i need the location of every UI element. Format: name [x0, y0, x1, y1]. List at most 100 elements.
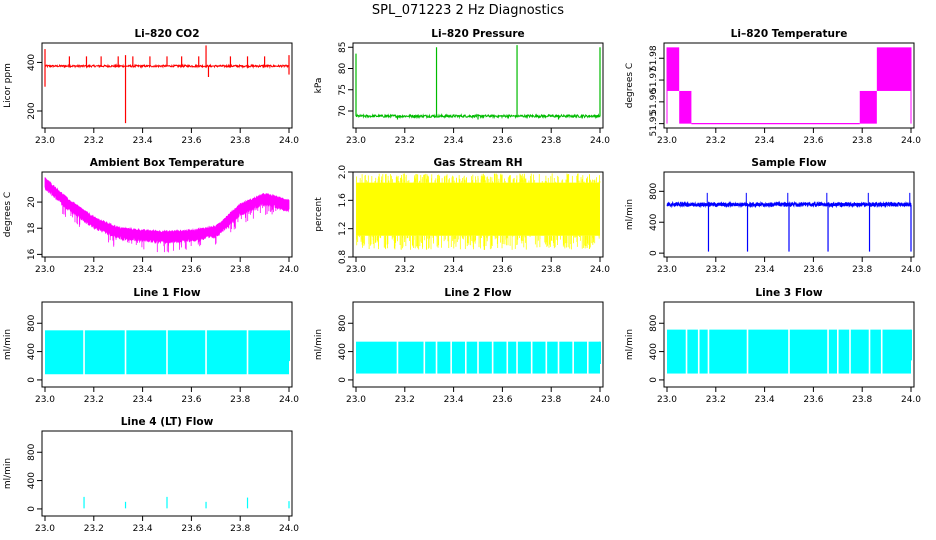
x-tick-label: 23.6 — [803, 265, 823, 275]
x-tick-label: 23.0 — [657, 265, 677, 275]
y-axis-label: ml/min — [625, 199, 635, 230]
x-tick-label: 23.2 — [84, 265, 104, 275]
y-tick-label: 1.2 — [338, 222, 348, 236]
y-axis-label: degrees C — [625, 63, 635, 108]
data-layer — [666, 192, 912, 252]
y-tick-label: 1.6 — [338, 193, 348, 208]
x-tick-label: 23.0 — [35, 395, 55, 405]
x-tick-label: 23.6 — [181, 265, 201, 275]
panel-title: Li–820 CO2 — [134, 28, 199, 40]
x-tick-label: 23.4 — [444, 265, 464, 275]
x-tick-label: 23.2 — [706, 395, 726, 405]
panel-3: Li–820 Temperature degrees C 23.0 23.2 23.4 2… — [625, 28, 921, 146]
series-band — [667, 47, 680, 91]
figure-title: SPL_071223 2 Hz Diagnostics — [372, 3, 564, 18]
x-tick-label: 23.6 — [181, 136, 201, 146]
data-layer — [45, 329, 290, 376]
panel-title: Line 3 Flow — [755, 287, 822, 299]
y-tick-label: 800 — [649, 314, 659, 331]
x-tick-label: 23.4 — [444, 136, 464, 146]
panel-4: Ambient Box Temperature degrees C 23.0 23.2… — [3, 157, 299, 275]
data-layer — [44, 177, 290, 253]
y-tick-label: 18 — [27, 222, 37, 234]
x-tick-label: 23.4 — [755, 136, 775, 146]
x-tick-label: 23.0 — [35, 265, 55, 275]
plot-frame — [41, 171, 293, 258]
y-tick-label: 51.95 — [649, 111, 659, 137]
x-tick-label: 23.0 — [35, 136, 55, 146]
plot-frame — [352, 42, 604, 129]
x-tick-label: 23.4 — [133, 395, 153, 405]
x-tick-label: 23.8 — [541, 265, 561, 275]
y-axis-label: ml/min — [625, 329, 635, 360]
x-tick-label: 23.2 — [395, 395, 415, 405]
x-tick-label: 23.6 — [803, 395, 823, 405]
y-tick-label: 400 — [338, 343, 348, 360]
x-tick-label: 23.6 — [181, 524, 201, 534]
panel-7: Line 1 Flow ml/min 23.0 23.2 23.4 23.6 23.8 24.… — [3, 287, 299, 405]
y-axis-label: ml/min — [314, 329, 324, 360]
x-tick-label: 23.2 — [706, 265, 726, 275]
y-tick-label: 51.98 — [649, 45, 659, 71]
panels: Li–820 CO2 Licor ppm 23.0 23.2 23.4 23.6 23.8 2… — [3, 28, 921, 534]
plot-frame — [352, 171, 604, 258]
y-tick-label: 400 — [27, 54, 37, 71]
y-axis-label: ml/min — [3, 329, 13, 360]
x-tick-label: 23.2 — [84, 136, 104, 146]
x-tick-label: 24.0 — [901, 265, 921, 275]
panel-title: Li–820 Pressure — [431, 28, 524, 40]
y-tick-label: 51.97 — [649, 67, 659, 93]
x-tick-label: 23.6 — [492, 136, 512, 146]
x-tick-label: 24.0 — [901, 136, 921, 146]
series-band — [44, 177, 290, 245]
x-tick-label: 23.6 — [181, 395, 201, 405]
panel-6: Sample Flow ml/min 23.0 23.2 23.4 23.6 23.8 24.… — [625, 157, 921, 275]
x-tick-label: 24.0 — [901, 395, 921, 405]
panel-title: Line 1 Flow — [133, 287, 200, 299]
data-layer — [355, 45, 601, 120]
x-tick-label: 23.8 — [852, 136, 872, 146]
x-tick-label: 23.8 — [230, 136, 250, 146]
plot-frame — [663, 171, 915, 258]
panel-8: Line 2 Flow ml/min 23.0 23.2 23.4 23.6 23.8 24.… — [314, 287, 610, 405]
x-tick-label: 23.4 — [755, 395, 775, 405]
x-tick-label: 23.2 — [84, 524, 104, 534]
panel-title: Gas Stream RH — [433, 157, 522, 169]
y-tick-label: 800 — [27, 443, 37, 460]
x-tick-label: 23.4 — [755, 265, 775, 275]
plot-frame — [41, 42, 293, 129]
panel-title: Ambient Box Temperature — [90, 157, 245, 169]
x-tick-label: 23.8 — [230, 265, 250, 275]
x-tick-label: 23.0 — [346, 395, 366, 405]
series-band — [859, 90, 877, 124]
data-layer — [44, 45, 290, 124]
panel-9: Line 3 Flow ml/min 23.0 23.2 23.4 23.6 23.8 24.… — [625, 287, 921, 405]
y-axis-label: kPa — [314, 78, 324, 94]
x-tick-label: 24.0 — [279, 524, 299, 534]
y-tick-label: 800 — [27, 314, 37, 331]
x-tick-label: 24.0 — [590, 136, 610, 146]
panel-title: Sample Flow — [751, 157, 826, 169]
panel-2: Li–820 Pressure kPa 23.0 23.2 23.4 23.6 23.8 24… — [314, 28, 610, 146]
y-tick-label: 0 — [27, 506, 37, 512]
y-tick-label: 400 — [649, 343, 659, 360]
y-axis-label: Licor ppm — [3, 63, 13, 108]
y-axis-label: percent — [314, 197, 324, 232]
plot-frame — [41, 301, 293, 388]
y-tick-label: 0 — [649, 377, 659, 383]
y-tick-label: 800 — [338, 314, 348, 331]
plot-frame — [663, 301, 915, 388]
panel-title: Line 2 Flow — [444, 287, 511, 299]
panel-title: Li–820 Temperature — [731, 28, 848, 40]
x-tick-label: 24.0 — [279, 395, 299, 405]
x-tick-label: 23.2 — [706, 136, 726, 146]
y-tick-label: 16 — [27, 248, 37, 260]
data-layer — [667, 328, 912, 375]
y-tick-label: 75 — [338, 84, 348, 95]
panel-5: Gas Stream RH percent 23.0 23.2 23.4 23.6 23.8… — [314, 157, 610, 275]
series-band — [876, 47, 911, 91]
plot-frame — [352, 301, 604, 388]
x-tick-label: 23.0 — [657, 395, 677, 405]
